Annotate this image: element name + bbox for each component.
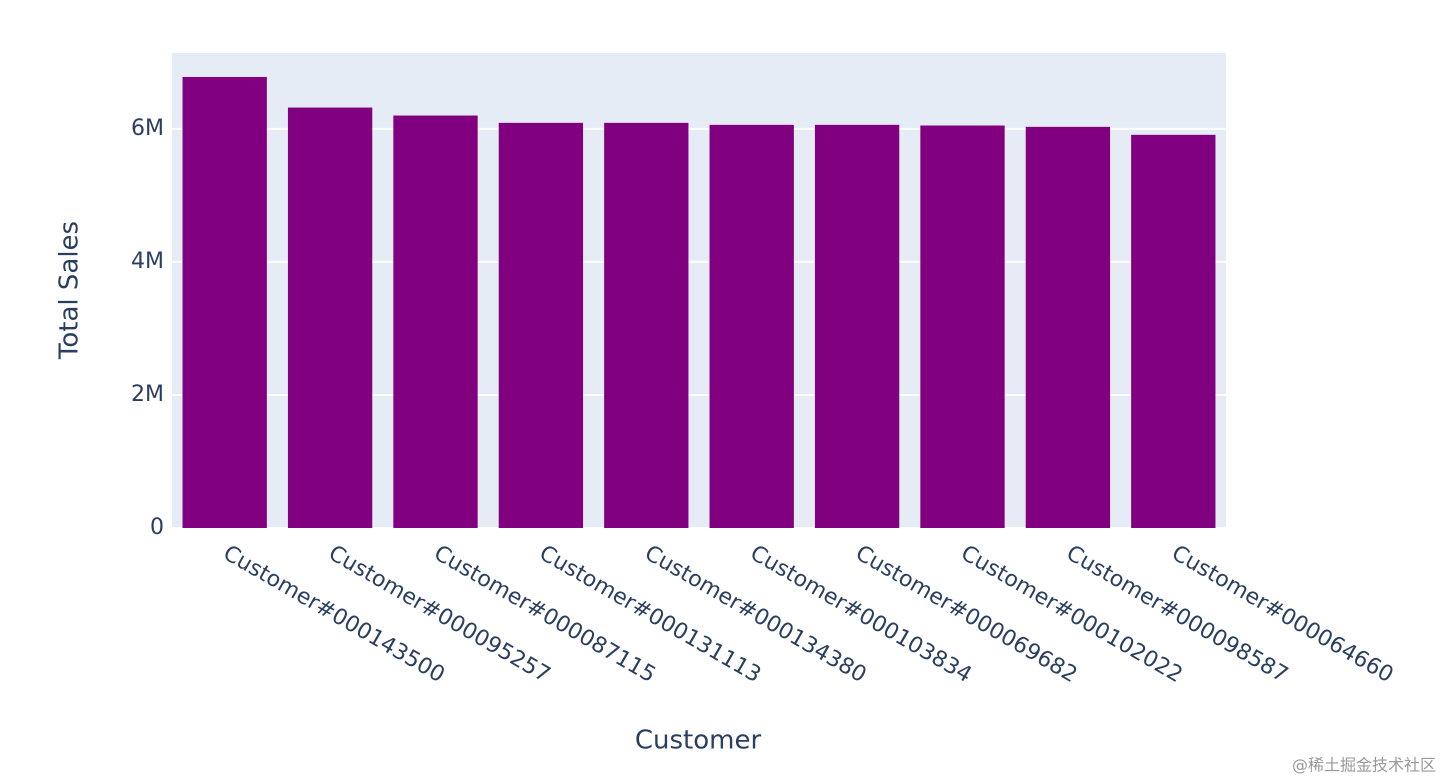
x-axis-title: Customer [635, 726, 762, 756]
bar [604, 122, 689, 529]
bar [709, 124, 794, 528]
y-axis-title: Total Sales [55, 221, 85, 360]
bar [393, 115, 478, 529]
bar [1025, 126, 1111, 528]
y-tick-label: 4M [131, 249, 164, 274]
watermark: @稀土掘金技术社区 [1292, 756, 1436, 775]
bar [498, 122, 584, 529]
bar [182, 76, 267, 528]
bar [814, 124, 900, 528]
bar [920, 125, 1005, 528]
bar [1131, 134, 1216, 528]
y-tick-label: 0 [150, 515, 164, 540]
y-tick-label: 6M [131, 116, 164, 141]
y-tick-label: 2M [131, 382, 164, 407]
bar [287, 107, 373, 528]
